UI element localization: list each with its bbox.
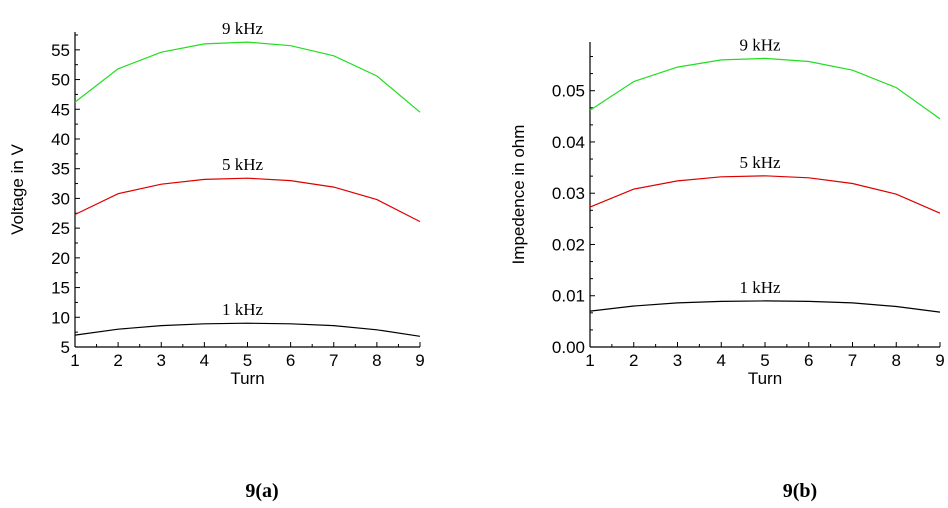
y-tick-label: 0.03	[552, 184, 585, 203]
x-tick-label: 5	[760, 351, 769, 370]
x-tick-label: 9	[415, 351, 424, 370]
y-tick-label: 5	[61, 338, 70, 357]
y-tick-label: 10	[51, 308, 70, 327]
y-tick-label: 50	[51, 71, 70, 90]
y-tick-label: 40	[51, 130, 70, 149]
x-tick-label: 3	[157, 351, 166, 370]
y-tick-label: 0.02	[552, 235, 585, 254]
series-label: 9 kHz	[739, 35, 781, 54]
series-label: 1 kHz	[739, 278, 781, 297]
y-tick-label: 55	[51, 41, 70, 60]
y-tick-label: 15	[51, 279, 70, 298]
series-line-5-khz	[589, 175, 941, 214]
y-tick-label: 25	[51, 219, 70, 238]
y-axis-label: Voltage in V	[8, 143, 27, 234]
x-tick-label: 4	[717, 351, 726, 370]
x-axis-label: Turn	[230, 369, 264, 388]
figure-caption: 9(b)	[783, 480, 817, 502]
series-line-9-khz	[74, 41, 421, 113]
series-label: 5 kHz	[739, 153, 781, 172]
x-tick-label: 6	[804, 351, 813, 370]
x-tick-label: 3	[673, 351, 682, 370]
chart-b: 1 2 3 4 5 6 7 8 9 0.00 0.01 0.02 0.03 0.04 0.05 Turn Imp…	[509, 35, 945, 502]
x-tick-label: 2	[113, 351, 122, 370]
x-tick-label: 9	[935, 351, 944, 370]
y-tick-label: 0.04	[552, 133, 585, 152]
series-line-5-khz	[74, 177, 421, 223]
x-tick-label: 7	[848, 351, 857, 370]
x-tick-label: 1	[585, 351, 594, 370]
figure-caption: 9(a)	[245, 480, 278, 502]
x-tick-label: 5	[243, 351, 252, 370]
series-line-1-khz	[589, 300, 941, 313]
y-tick-label: 0.00	[552, 338, 585, 357]
y-tick-label: 20	[51, 249, 70, 268]
y-tick-label: 35	[51, 160, 70, 179]
x-tick-label: 1	[70, 351, 79, 370]
x-tick-label: 7	[329, 351, 338, 370]
x-tick-label: 8	[372, 351, 381, 370]
series-label: 5 kHz	[222, 155, 264, 174]
y-tick-label: 45	[51, 100, 70, 119]
y-axis-label: Impedence in ohm	[509, 125, 528, 265]
x-axis-label: Turn	[748, 369, 782, 388]
chart-a: 1 2 3 4 5 6 7 8 9510152025303540455055TurnVoltag…	[8, 19, 425, 502]
x-tick-label: 2	[629, 351, 638, 370]
series-label: 9 kHz	[222, 19, 264, 38]
y-tick-label: 30	[51, 189, 70, 208]
y-tick-label: 0.05	[552, 82, 585, 101]
x-tick-label: 6	[286, 351, 295, 370]
x-tick-label: 4	[200, 351, 209, 370]
series-label: 1 kHz	[222, 300, 264, 319]
y-tick-label: 0.01	[552, 287, 585, 306]
series-line-1-khz	[74, 322, 421, 337]
series-line-9-khz	[589, 57, 941, 120]
x-tick-label: 8	[892, 351, 901, 370]
